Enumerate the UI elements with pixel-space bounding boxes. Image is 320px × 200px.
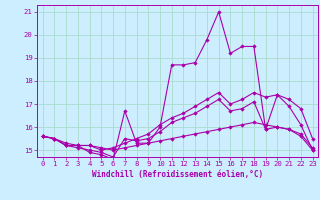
X-axis label: Windchill (Refroidissement éolien,°C): Windchill (Refroidissement éolien,°C) xyxy=(92,170,263,179)
